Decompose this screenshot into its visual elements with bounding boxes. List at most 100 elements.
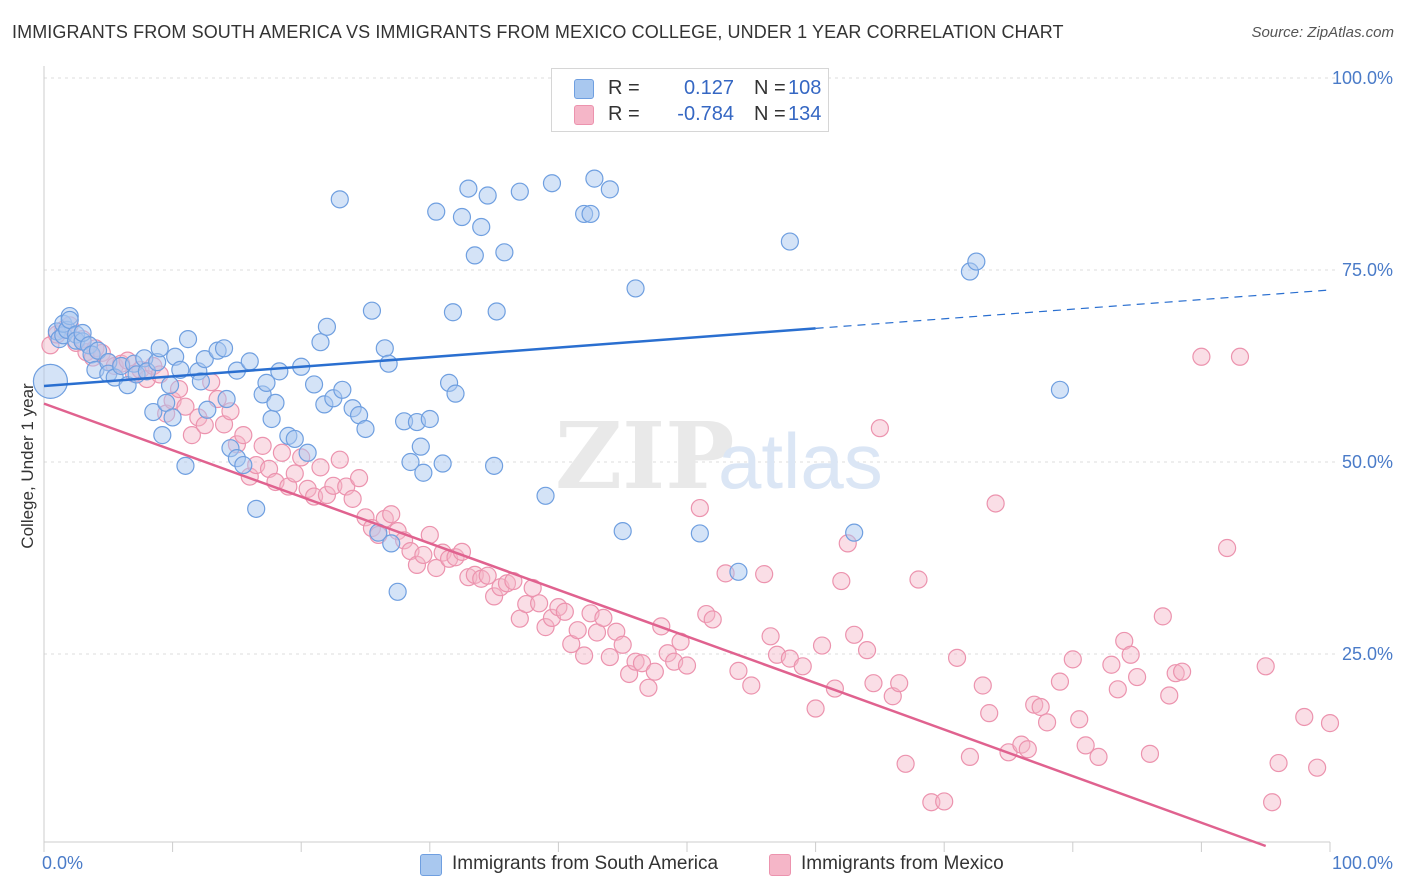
data-point-mexico [575,646,594,665]
data-point-mexico [1308,758,1327,777]
data-point-south-america [581,204,600,224]
r-value: 0.127 [683,77,734,99]
data-point-south-america [304,375,324,394]
swatch-south-america [574,79,594,99]
series-south-america-points [32,69,1070,601]
data-point-south-america [542,174,562,193]
data-point-south-america [191,372,210,391]
data-point-south-america [780,232,799,251]
data-point-mexico [1218,538,1237,558]
data-point-mexico [311,458,330,477]
data-point-mexico [690,498,709,518]
data-point-mexico [349,469,369,488]
data-point-mexico [1037,713,1057,732]
data-point-mexico [922,793,941,812]
swatch-mexico [574,105,594,125]
axes [43,66,1331,852]
data-point-mexico [1166,664,1185,683]
data-point-mexico [414,545,433,565]
data-point-mexico [1108,680,1127,699]
data-point-south-america [459,179,478,198]
data-point-mexico [960,747,980,767]
data-point-south-america [495,243,514,262]
data-point-south-america [478,186,497,205]
data-point-south-america [171,360,190,379]
data-point-mexico [485,587,504,606]
data-point-south-america [729,562,748,581]
data-point-south-america [160,376,180,395]
r-value: -0.784 [677,103,734,125]
data-point-south-america [414,463,433,482]
data-point-mexico [729,661,748,680]
data-point-mexico [1320,714,1340,733]
data-point-mexico [272,443,292,462]
data-point-south-america [585,169,604,188]
data-point-south-america [311,333,330,352]
data-point-south-america [266,393,285,412]
data-point-mexico [935,792,954,811]
legend-label: Immigrants from Mexico [801,853,1004,874]
data-point-mexico [1153,607,1172,626]
data-point-mexico [857,641,877,660]
data-point-mexico [324,476,343,495]
data-point-mexico [703,610,722,629]
data-point-mexico [478,566,497,585]
data-point-south-america [690,524,709,543]
data-point-south-america [446,384,465,403]
data-point-south-america [845,523,864,542]
data-point-mexico [845,625,864,644]
n-label: N = [754,77,786,99]
data-point-mexico [343,489,362,508]
series-legend: Immigrants from South America Immigrants… [0,852,1406,878]
n-value: 108 [788,77,822,99]
data-point-south-america [388,582,407,601]
data-point-mexico [182,426,201,445]
data-point-south-america [163,408,182,427]
data-point-mexico [1063,650,1082,669]
data-point-south-america [32,363,69,399]
data-point-mexico [806,699,825,718]
data-point-mexico [973,676,992,695]
source-credit: Source: ZipAtlas.com [1251,24,1394,41]
data-point-south-america [465,246,484,265]
data-point-mexico [793,657,812,676]
data-point-south-america [452,207,472,227]
watermark: ZIP atlas [555,402,883,510]
data-point-mexico [1089,747,1108,767]
data-point-south-america [379,354,398,373]
data-point-mexico [1256,657,1275,676]
data-point-mexico [1230,347,1250,366]
data-point-south-america [443,303,463,322]
data-point-mexico [832,571,851,591]
data-point-south-america [362,301,382,320]
data-point-mexico [761,627,780,646]
data-point-south-america [247,499,266,518]
trend-line-south-america-extension [815,289,1331,329]
data-point-south-america [270,362,289,381]
data-point-mexico [530,594,549,613]
data-point-south-america [198,400,217,419]
data-point-mexico [1121,645,1140,664]
data-point-mexico [234,426,253,445]
data-point-mexico [1295,707,1314,727]
data-point-mexico [1076,736,1095,755]
data-point-south-america [333,380,352,399]
data-point-mexico [568,621,587,640]
data-point-mexico [626,652,645,671]
series-mexico-points [41,316,1340,812]
data-point-south-america [967,252,986,271]
data-point-mexico [980,704,999,723]
data-point-south-america [330,190,349,209]
data-point-mexico [285,464,304,483]
data-point-south-america [375,339,394,358]
data-point-south-america [626,279,645,298]
data-point-south-america [433,454,452,473]
data-point-south-america [356,419,375,439]
data-point-mexico [909,570,928,589]
data-point-mexico [890,674,909,693]
data-point-south-america [382,534,401,553]
y-tick-label: 100.0% [1332,68,1393,88]
data-point-south-america [401,452,420,472]
data-point-mexico [176,397,195,416]
trend-lines [43,289,1331,848]
